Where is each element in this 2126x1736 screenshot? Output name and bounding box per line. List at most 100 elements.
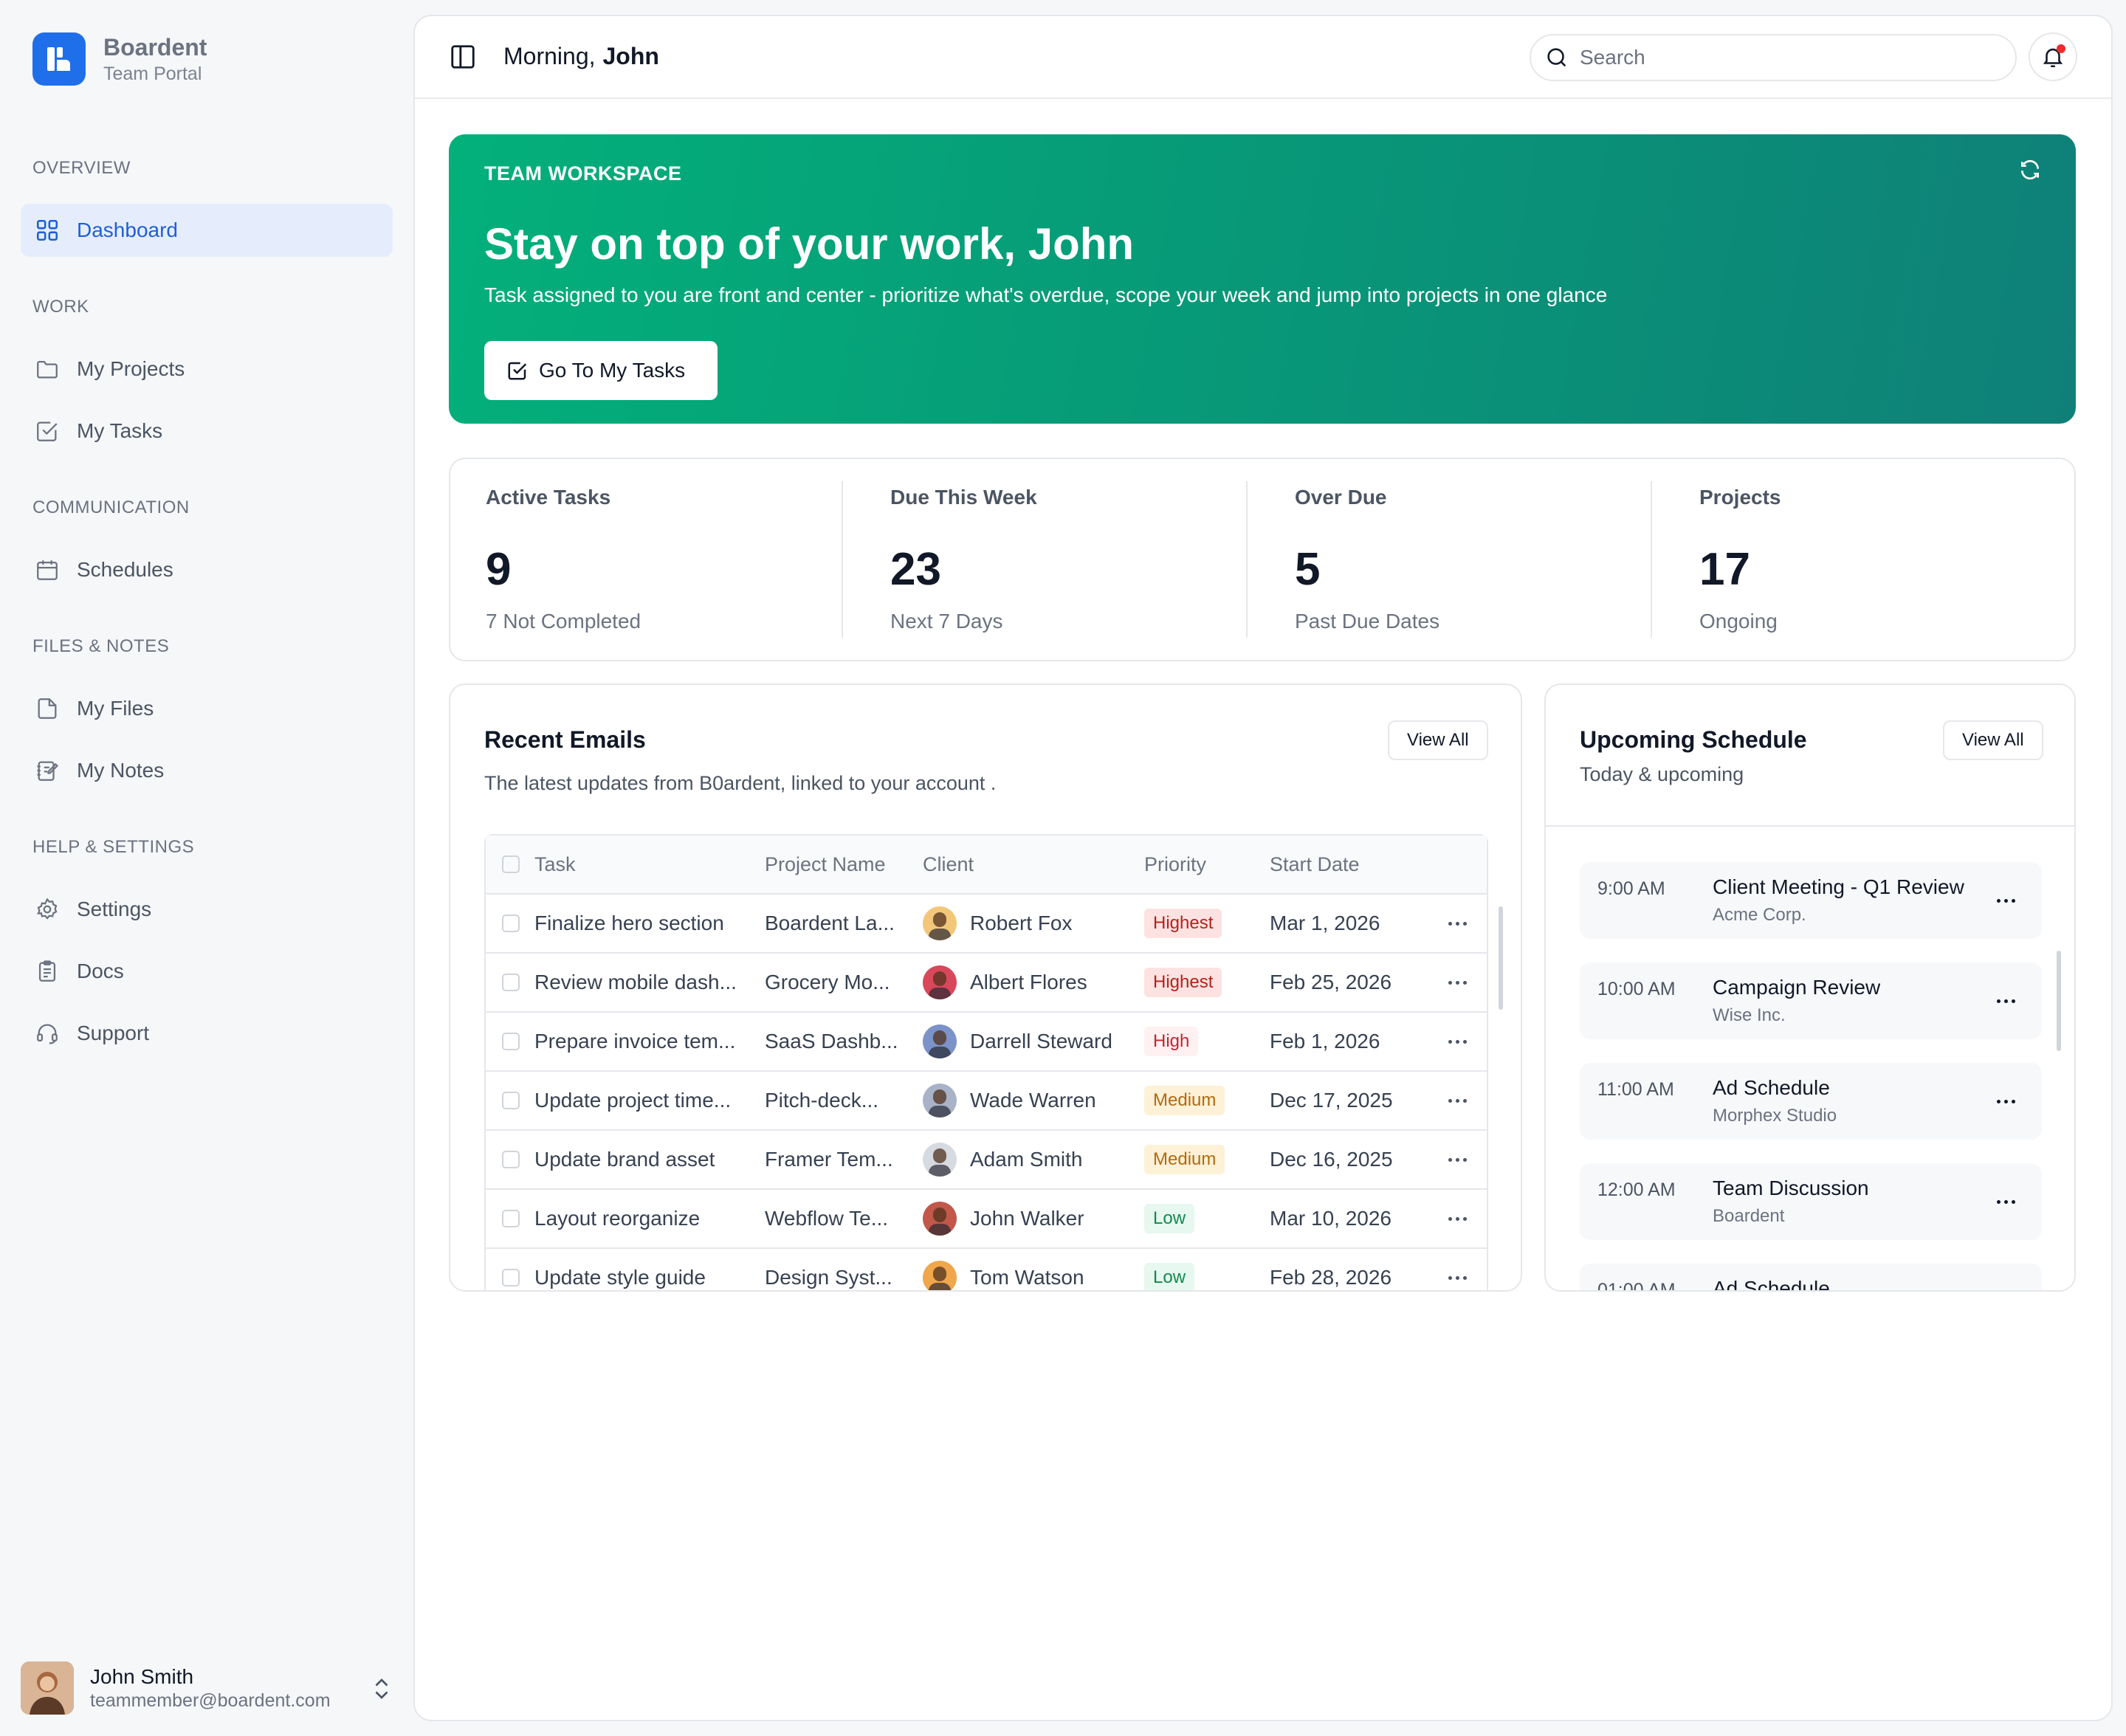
view-all-schedule-button[interactable]: View All: [1943, 720, 2043, 760]
sidebar: Boardent Team Portal OVERVIEW Dashboard …: [0, 0, 413, 1736]
more-icon[interactable]: [1997, 1200, 2015, 1204]
scrollbar[interactable]: [1499, 906, 1503, 1010]
column-header-start-date[interactable]: Start Date: [1270, 852, 1360, 875]
schedule-time: 10:00 AM: [1597, 979, 1676, 999]
schedule-item[interactable]: 11:00 AM Ad Schedule Morphex Studio: [1580, 1063, 2042, 1140]
column-header-priority[interactable]: Priority: [1144, 852, 1207, 875]
cell-client: Robert Fox: [923, 895, 1073, 952]
view-all-emails-button[interactable]: View All: [1388, 720, 1488, 760]
schedule-item[interactable]: 9:00 AM Client Meeting - Q1 Review Acme Co…: [1580, 862, 2042, 939]
stat-label: Projects: [1699, 486, 1781, 509]
notifications-button[interactable]: [2029, 32, 2077, 81]
schedule-title: Client Meeting - Q1 Review: [1713, 875, 1964, 898]
cell-start-date: Feb 28, 2026: [1270, 1266, 1392, 1289]
avatar: [923, 906, 957, 940]
sidebar-item-label: Schedules: [77, 558, 173, 581]
column-header-client[interactable]: Client: [923, 852, 974, 875]
row-checkbox[interactable]: [502, 1269, 520, 1286]
more-icon[interactable]: [1448, 980, 1467, 985]
more-icon[interactable]: [1997, 1100, 2015, 1103]
cell-start-date: Mar 1, 2026: [1270, 912, 1380, 934]
sidebar-item-schedules[interactable]: Schedules: [21, 543, 393, 596]
sidebar-item-dashboard[interactable]: Dashboard: [21, 204, 393, 257]
sidebar-item-label: My Notes: [77, 759, 165, 782]
headset-icon: [32, 1019, 62, 1048]
schedule-title: Ad Schedule: [1713, 1277, 1830, 1292]
client-name: Albert Flores: [970, 971, 1087, 993]
sidebar-item-settings[interactable]: Settings: [21, 883, 393, 936]
stat-value: 17: [1699, 544, 1750, 595]
hero-banner: TEAM WORKSPACE Stay on top of your work,…: [449, 134, 2076, 424]
schedule-item[interactable]: 10:00 AM Campaign Review Wise Inc.: [1580, 962, 2042, 1039]
client-name: Robert Fox: [970, 912, 1073, 934]
table-row[interactable]: Layout reorganize Webflow Te... John Walke…: [486, 1190, 1487, 1249]
brand-subtitle: Team Portal: [103, 63, 202, 84]
table-row[interactable]: Update brand asset Framer Tem... Adam Smit…: [486, 1131, 1487, 1190]
row-checkbox[interactable]: [502, 914, 520, 932]
schedule-title: Ad Schedule: [1713, 1076, 1830, 1099]
schedule-item[interactable]: 01:00 AM Ad Schedule: [1580, 1264, 2042, 1292]
row-checkbox[interactable]: [502, 1092, 520, 1109]
sidebar-item-support[interactable]: Support: [21, 1007, 393, 1060]
client-name: John Walker: [970, 1207, 1084, 1230]
schedule-time: 9:00 AM: [1597, 878, 1665, 899]
more-icon[interactable]: [1448, 1275, 1467, 1280]
column-header-project[interactable]: Project Name: [765, 852, 886, 875]
table-row[interactable]: Prepare invoice tem... SaaS Dashb... Darre…: [486, 1013, 1487, 1072]
sidebar-item-label: Support: [77, 1022, 150, 1044]
table-row[interactable]: Update project time... Pitch-deck... Wade …: [486, 1072, 1487, 1131]
sidebar-toggle-icon[interactable]: [449, 43, 477, 71]
sidebar-item-label: Settings: [77, 898, 152, 920]
user-menu[interactable]: John Smith teammember@boardent.com: [21, 1658, 393, 1718]
more-icon[interactable]: [1448, 1157, 1467, 1162]
table-row[interactable]: Update style guide Design Syst... Tom Wats…: [486, 1249, 1487, 1290]
table-row[interactable]: Finalize hero section Boardent La... Rober…: [486, 895, 1487, 954]
stat-note: Next 7 Days: [890, 610, 1003, 633]
cell-client: Adam Smith: [923, 1131, 1083, 1188]
select-all-checkbox[interactable]: [502, 855, 520, 873]
sidebar-item-my-projects[interactable]: My Projects: [21, 342, 393, 396]
column-header-task[interactable]: Task: [534, 852, 576, 875]
row-checkbox[interactable]: [502, 1033, 520, 1050]
cell-start-date: Feb 1, 2026: [1270, 1030, 1380, 1053]
schedule-time: 11:00 AM: [1597, 1079, 1674, 1100]
sidebar-item-my-files[interactable]: My Files: [21, 682, 393, 735]
stat-value: 23: [890, 544, 941, 595]
more-icon[interactable]: [1997, 899, 2015, 903]
more-icon[interactable]: [1448, 1098, 1467, 1103]
row-checkbox[interactable]: [502, 1210, 520, 1227]
table-row[interactable]: Review mobile dash... Grocery Mo... Albert…: [486, 954, 1487, 1013]
chevron-up-down-icon[interactable]: [371, 1675, 393, 1702]
row-checkbox[interactable]: [502, 1151, 520, 1168]
schedule-item[interactable]: 12:00 AM Team Discussion Boardent: [1580, 1163, 2042, 1240]
client-name: Darrell Steward: [970, 1030, 1112, 1053]
sidebar-item-docs[interactable]: Docs: [21, 945, 393, 998]
sidebar-item-my-notes[interactable]: My Notes: [21, 744, 393, 797]
scrollbar[interactable]: [2057, 951, 2061, 1051]
notification-dot: [2057, 44, 2065, 53]
priority-badge: Low: [1144, 1263, 1195, 1290]
topbar: Morning, John Search: [415, 16, 2111, 99]
main-panel: Morning, John Search TEAM WORKSPACE Stay …: [413, 15, 2113, 1721]
cell-task: Layout reorganize: [534, 1207, 701, 1230]
go-to-my-tasks-button[interactable]: Go To My Tasks: [484, 341, 718, 400]
cell-client: Albert Flores: [923, 954, 1087, 1011]
brand-name: Boardent: [103, 34, 207, 61]
more-icon[interactable]: [1448, 1039, 1467, 1044]
sidebar-item-my-tasks[interactable]: My Tasks: [21, 404, 393, 458]
folder-icon: [32, 354, 62, 384]
checkbox-icon: [32, 416, 62, 446]
cell-start-date: Dec 17, 2025: [1270, 1089, 1393, 1112]
card-subtitle: The latest updates from B0ardent, linked…: [484, 772, 997, 794]
brand-logo-icon: [32, 32, 86, 86]
more-icon[interactable]: [1448, 921, 1467, 926]
brand[interactable]: Boardent Team Portal: [32, 32, 207, 86]
refresh-icon[interactable]: [2018, 158, 2042, 182]
more-icon[interactable]: [1448, 1216, 1467, 1221]
more-icon[interactable]: [1997, 999, 2015, 1003]
nav-section-work: WORK: [32, 297, 89, 317]
avatar: [923, 1143, 957, 1177]
search-input[interactable]: Search: [1530, 34, 2017, 81]
checkbox-icon: [508, 362, 527, 380]
row-checkbox[interactable]: [502, 974, 520, 991]
